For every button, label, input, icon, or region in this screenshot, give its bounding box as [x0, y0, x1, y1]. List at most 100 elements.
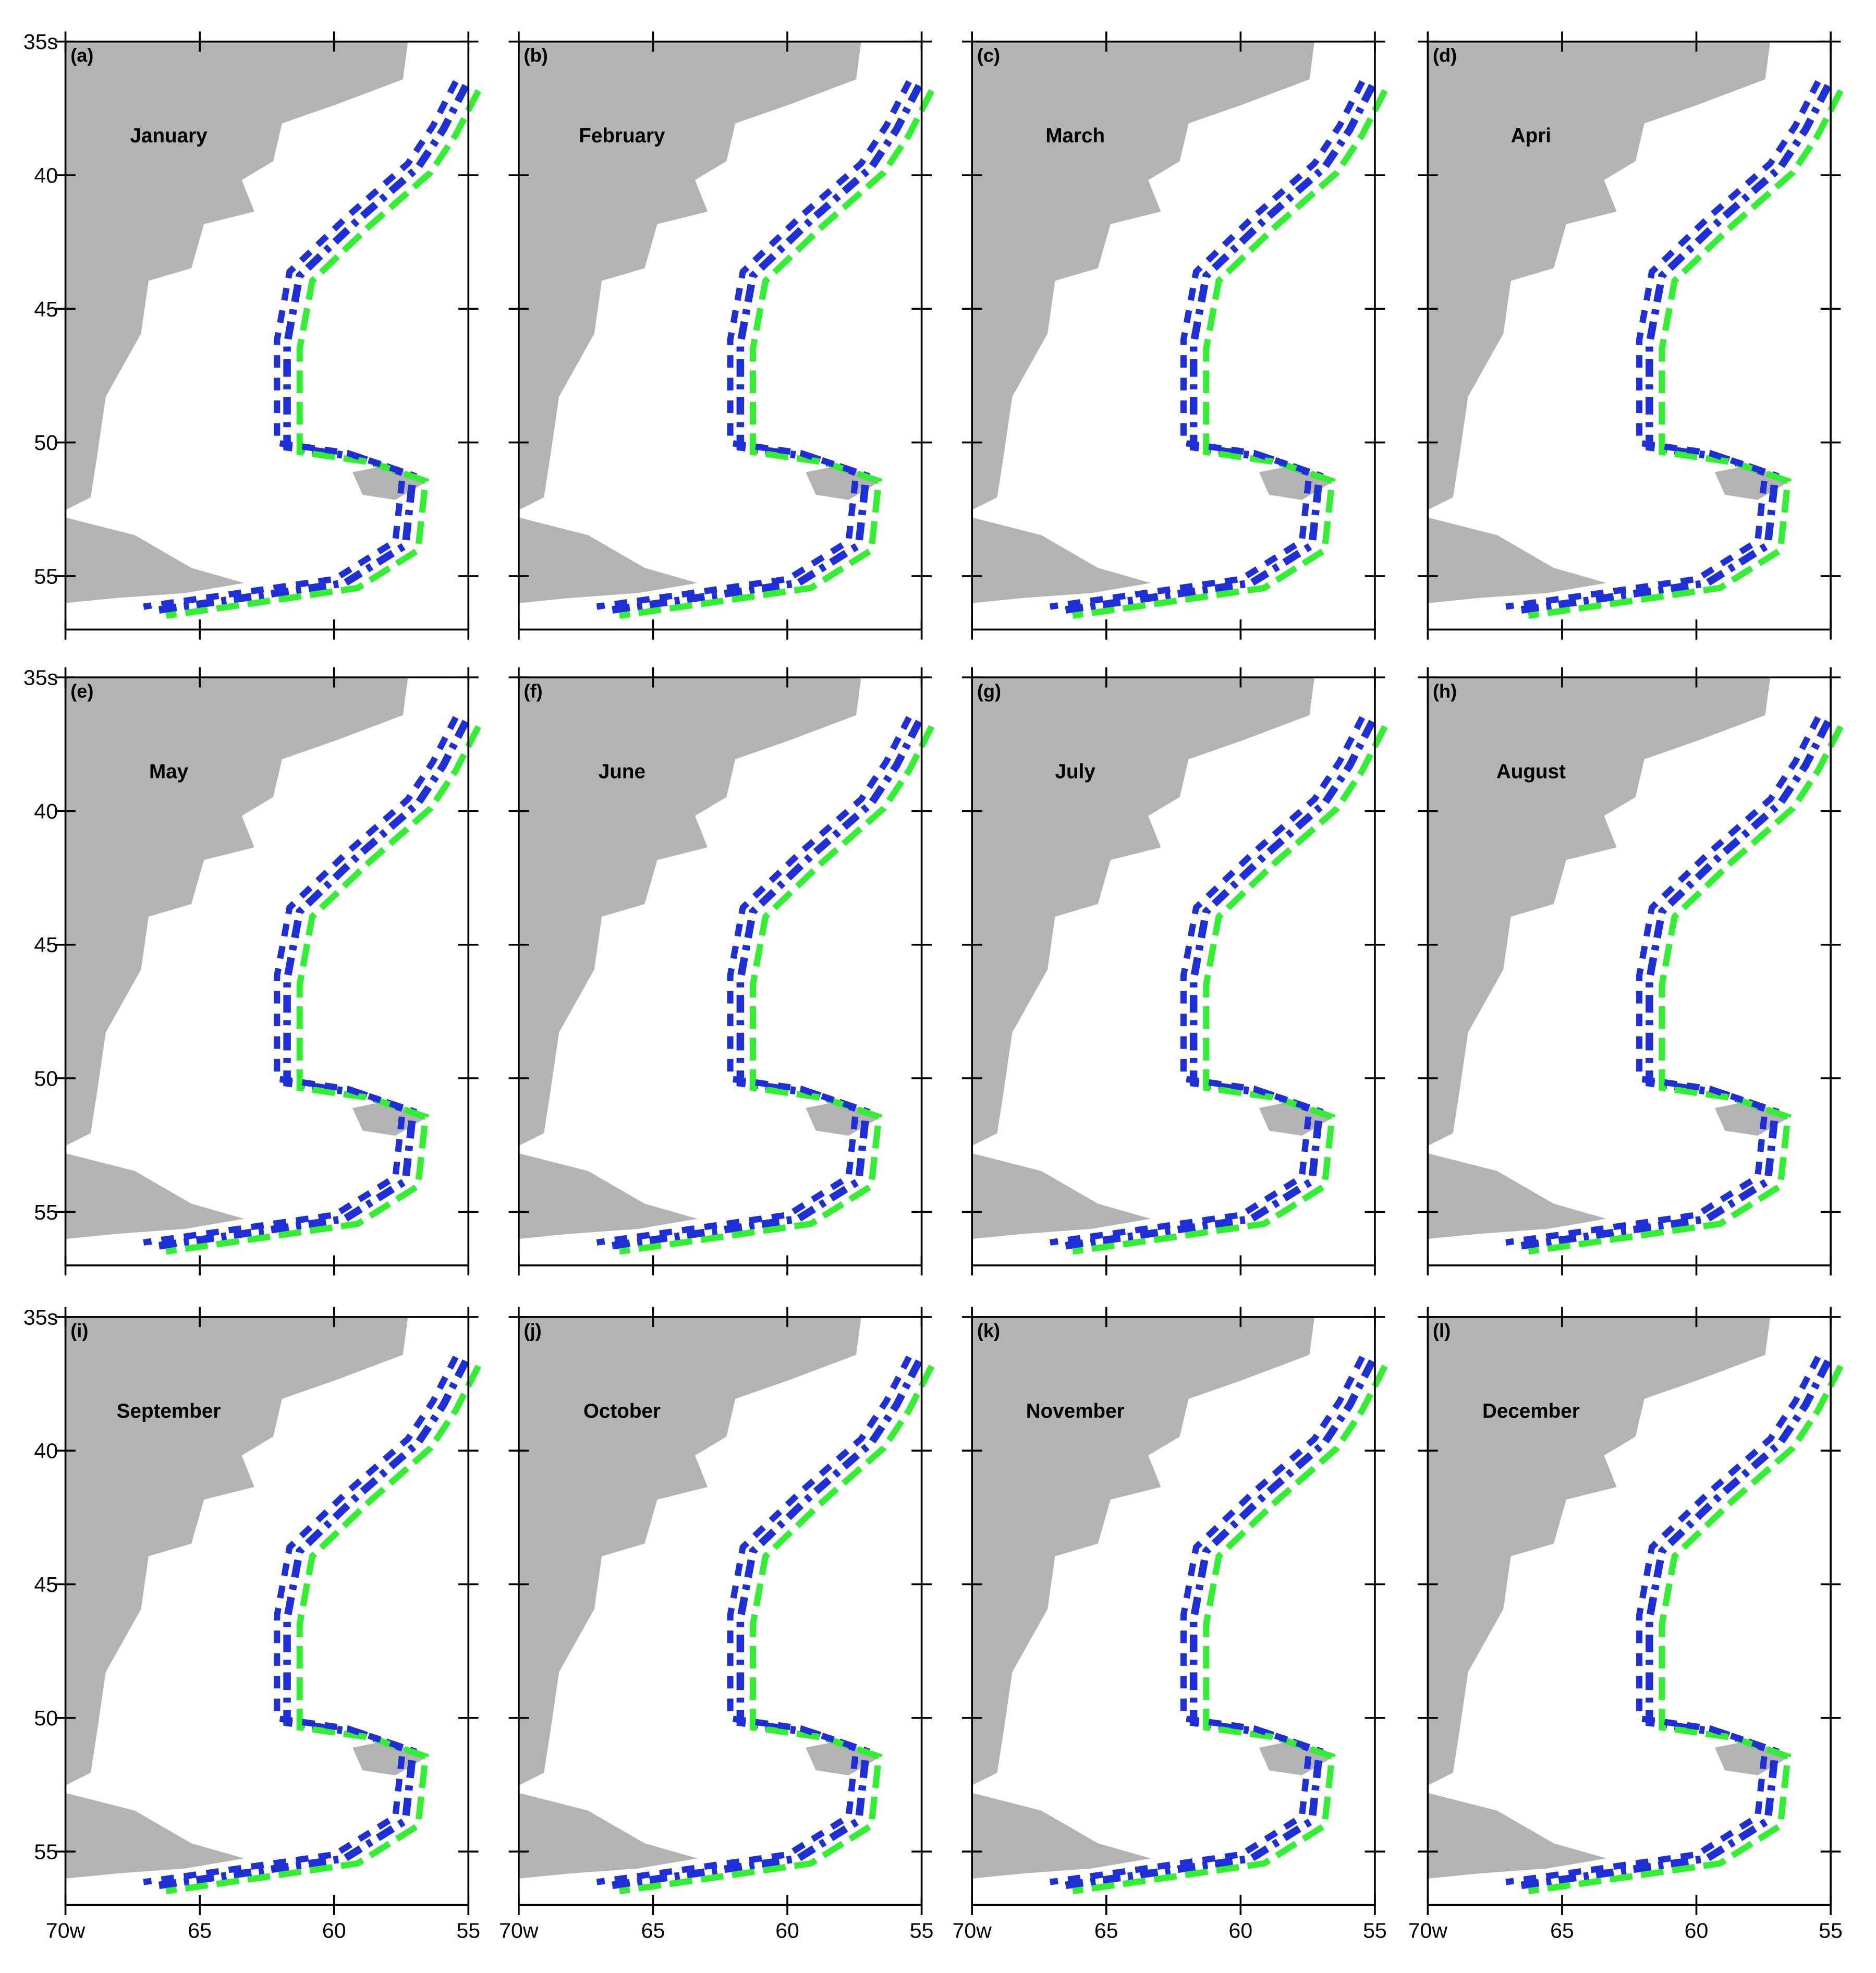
month-label: January	[130, 125, 208, 147]
panel: 35s 40 45 50 55 (e) May	[23, 666, 481, 1276]
panel-frame	[64, 40, 470, 631]
lon-label: 65	[1550, 1918, 1574, 1942]
land	[65, 517, 245, 603]
panel-frame	[1427, 676, 1832, 1266]
panel-label: (d)	[1433, 44, 1457, 66]
lat-label: 50	[34, 431, 58, 455]
front-green	[619, 1365, 935, 1894]
panel-frame	[1427, 40, 1832, 631]
lat-label: 55	[34, 564, 58, 588]
lat-label: 50	[34, 1067, 58, 1091]
land	[972, 677, 1315, 1146]
panel: 70w 65 60 55 (k) November	[953, 1307, 1388, 1942]
lon-label: 55	[456, 1918, 480, 1942]
front-green	[619, 725, 935, 1255]
lon-label: 70w	[1408, 1918, 1448, 1942]
lon-label: 60	[1685, 1918, 1709, 1942]
land	[518, 41, 861, 510]
month-label: February	[579, 125, 665, 147]
land	[972, 517, 1151, 603]
lon-label: 60	[322, 1918, 346, 1942]
land	[518, 1317, 861, 1786]
lon-label: 55	[1363, 1918, 1387, 1942]
land	[65, 41, 408, 510]
land	[972, 1153, 1151, 1239]
lon-label: 60	[1229, 1918, 1253, 1942]
front-blue	[1050, 80, 1366, 610]
lat-label: 35s	[23, 30, 58, 54]
front-blue	[143, 716, 459, 1246]
front-blue	[1505, 1355, 1821, 1885]
panel-label: (h)	[1433, 680, 1457, 702]
front-blue	[596, 1355, 912, 1885]
land	[518, 517, 698, 603]
lon-label: 70w	[499, 1918, 539, 1942]
panel: (g) July	[961, 667, 1388, 1276]
month-label: December	[1482, 1400, 1580, 1422]
lon-label: 70w	[46, 1918, 86, 1942]
land	[65, 1793, 245, 1879]
land	[1428, 1317, 1771, 1786]
land	[518, 1153, 698, 1239]
panel-label: (k)	[977, 1320, 1000, 1342]
land	[518, 1793, 698, 1879]
panel: 35s 40 45 50 55 70w 65 60 55 (i) September	[23, 1305, 481, 1942]
panel-frame	[1427, 1316, 1832, 1906]
front-blue	[596, 80, 912, 610]
front-green	[1072, 89, 1388, 619]
month-label: May	[149, 760, 189, 783]
panel-frame	[971, 40, 1376, 631]
lat-label: 40	[34, 1439, 58, 1463]
land	[65, 1153, 245, 1239]
front-green	[1528, 725, 1844, 1255]
lat-label: 40	[34, 164, 58, 188]
panel: (h) August	[1418, 667, 1844, 1276]
panel-frame	[971, 1316, 1376, 1906]
land	[1428, 677, 1771, 1146]
panel: (c) March	[961, 31, 1388, 640]
land	[972, 1317, 1315, 1786]
lon-label: 60	[775, 1918, 799, 1942]
lat-label: 45	[34, 933, 58, 957]
land	[65, 1317, 408, 1786]
front-green	[1072, 1365, 1388, 1894]
panel-frame	[64, 1316, 470, 1906]
front-blue	[1050, 716, 1366, 1246]
month-label: July	[1055, 760, 1096, 783]
panel-label: (i)	[70, 1320, 88, 1342]
lon-label: 55	[1819, 1918, 1843, 1942]
panel-label: (f)	[524, 680, 543, 702]
panel-label: (b)	[524, 44, 548, 66]
month-label: September	[117, 1400, 221, 1422]
month-label: Apri	[1511, 125, 1551, 147]
panel-label: (a)	[70, 44, 93, 66]
lat-label: 35s	[23, 1305, 58, 1329]
panel-frame	[518, 1316, 923, 1906]
panel-label: (j)	[524, 1320, 542, 1342]
panel-frame	[518, 40, 923, 631]
lon-label: 55	[910, 1918, 934, 1942]
front-blue	[143, 1355, 459, 1885]
front-blue	[596, 716, 912, 1246]
front-green	[1072, 725, 1388, 1255]
front-green	[165, 1365, 481, 1894]
land	[65, 677, 408, 1146]
panel-label: (e)	[70, 680, 93, 702]
front-blue	[1505, 716, 1821, 1246]
month-label: October	[583, 1400, 661, 1422]
lon-label: 65	[1094, 1918, 1118, 1942]
panel-label: (g)	[977, 680, 1001, 702]
lat-label: 35s	[23, 666, 58, 690]
land	[1428, 517, 1607, 603]
panel: 70w 65 60 55 (l) December	[1408, 1307, 1844, 1942]
panel: (d) Apri	[1418, 31, 1844, 640]
front-blue	[1050, 1355, 1366, 1885]
lat-label: 45	[34, 297, 58, 321]
front-green	[619, 89, 935, 619]
panel-label: (l)	[1433, 1320, 1451, 1342]
lat-label: 55	[34, 1840, 58, 1864]
front-blue	[1505, 80, 1821, 610]
land	[1428, 1793, 1607, 1879]
